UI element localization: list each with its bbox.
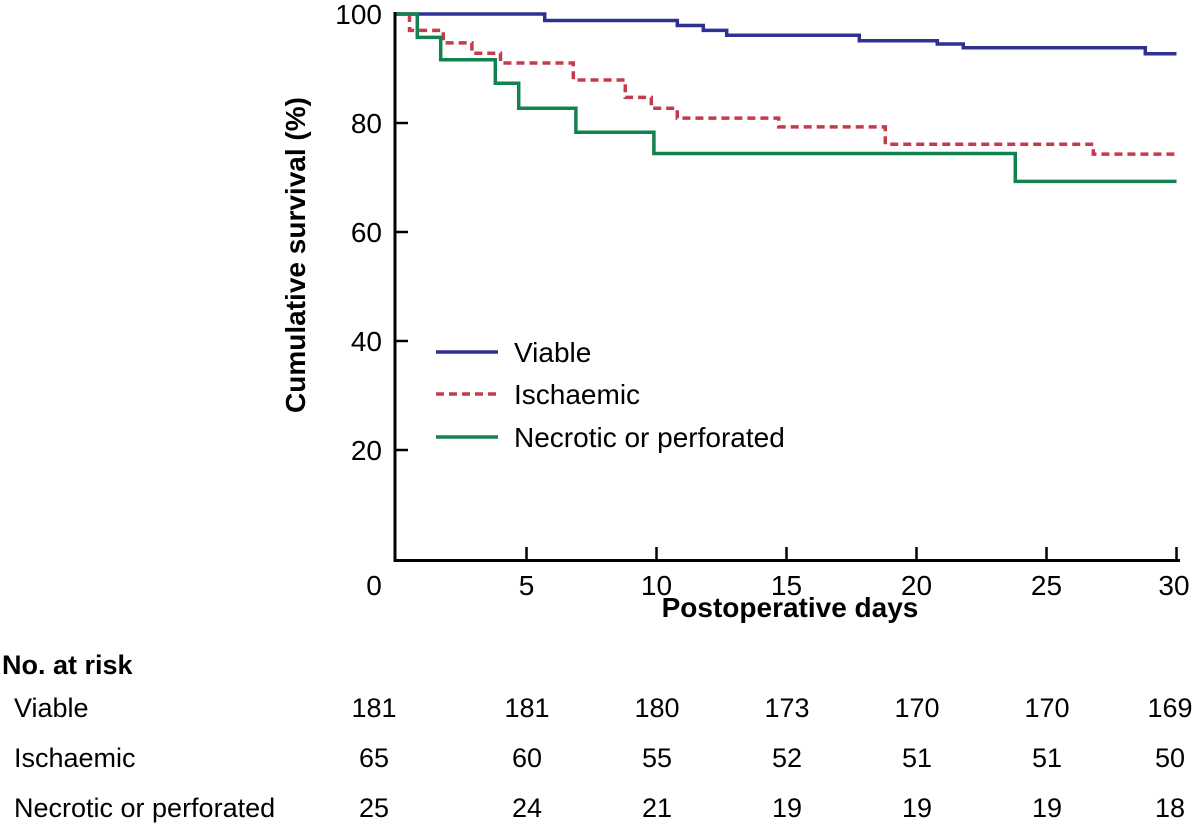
risk-value: 173 bbox=[764, 693, 810, 723]
risk-value: 169 bbox=[1147, 693, 1193, 723]
x-tick-label-30: 30 bbox=[1158, 570, 1189, 601]
risk-value: 25 bbox=[358, 793, 390, 823]
risk-value: 65 bbox=[358, 743, 390, 773]
x-axis-title: Postoperative days bbox=[662, 592, 919, 623]
risk-value: 19 bbox=[1031, 793, 1063, 823]
risk-value: 60 bbox=[511, 743, 543, 773]
y-tick-label-100: 100 bbox=[335, 0, 382, 30]
risk-value: 19 bbox=[771, 793, 803, 823]
risk-value: 181 bbox=[351, 693, 397, 723]
y-tick-label-60: 60 bbox=[351, 217, 382, 248]
x-tick-label-10: 10 bbox=[641, 570, 672, 601]
risk-row-ischaemic: Ischaemic 65 60 55 52 51 51 50 bbox=[0, 742, 1200, 776]
risk-value: 170 bbox=[894, 693, 940, 723]
y-tick-label-80: 80 bbox=[351, 108, 382, 139]
risk-row-viable: Viable 181 181 180 173 170 170 169 bbox=[0, 692, 1200, 726]
risk-value: 181 bbox=[504, 693, 550, 723]
risk-value: 19 bbox=[901, 793, 933, 823]
risk-value: 52 bbox=[771, 743, 803, 773]
risk-row-label: Ischaemic bbox=[14, 743, 136, 773]
legend: Viable Ischaemic Necrotic or perforated bbox=[436, 337, 785, 453]
legend-label-ischaemic: Ischaemic bbox=[514, 379, 640, 410]
x-tick-label-0: 0 bbox=[366, 570, 382, 601]
risk-value: 21 bbox=[641, 793, 673, 823]
x-tick-label-20: 20 bbox=[901, 570, 932, 601]
y-tick-label-20: 20 bbox=[351, 435, 382, 466]
legend-label-viable: Viable bbox=[514, 337, 591, 368]
x-tick-label-15: 15 bbox=[771, 570, 802, 601]
risk-value: 18 bbox=[1154, 793, 1186, 823]
series-necrotic-curve bbox=[396, 12, 1177, 184]
risk-value: 50 bbox=[1154, 743, 1186, 773]
risk-row-label: Viable bbox=[14, 693, 89, 723]
x-tick-label-5: 5 bbox=[519, 570, 535, 601]
survival-chart: 100 80 60 40 20 0 5 10 15 20 25 30 Cumul… bbox=[280, 0, 1190, 623]
y-axis-title: Cumulative survival (%) bbox=[280, 97, 311, 413]
risk-value: 55 bbox=[641, 743, 673, 773]
risk-table-title: No. at risk bbox=[2, 650, 133, 680]
y-tick-label-40: 40 bbox=[351, 326, 382, 357]
risk-value: 51 bbox=[901, 743, 933, 773]
risk-row-label: Necrotic or perforated bbox=[14, 793, 276, 823]
risk-value: 24 bbox=[511, 793, 543, 823]
series-viable-curve bbox=[396, 12, 1177, 56]
legend-label-necrotic: Necrotic or perforated bbox=[514, 422, 785, 453]
series-ischaemic-curve bbox=[396, 12, 1177, 156]
risk-value: 180 bbox=[634, 693, 680, 723]
risk-value: 170 bbox=[1024, 693, 1070, 723]
x-tick-label-25: 25 bbox=[1031, 570, 1062, 601]
risk-value: 51 bbox=[1031, 743, 1063, 773]
risk-row-necrotic: Necrotic or perforated 25 24 21 19 19 19… bbox=[0, 792, 1200, 826]
